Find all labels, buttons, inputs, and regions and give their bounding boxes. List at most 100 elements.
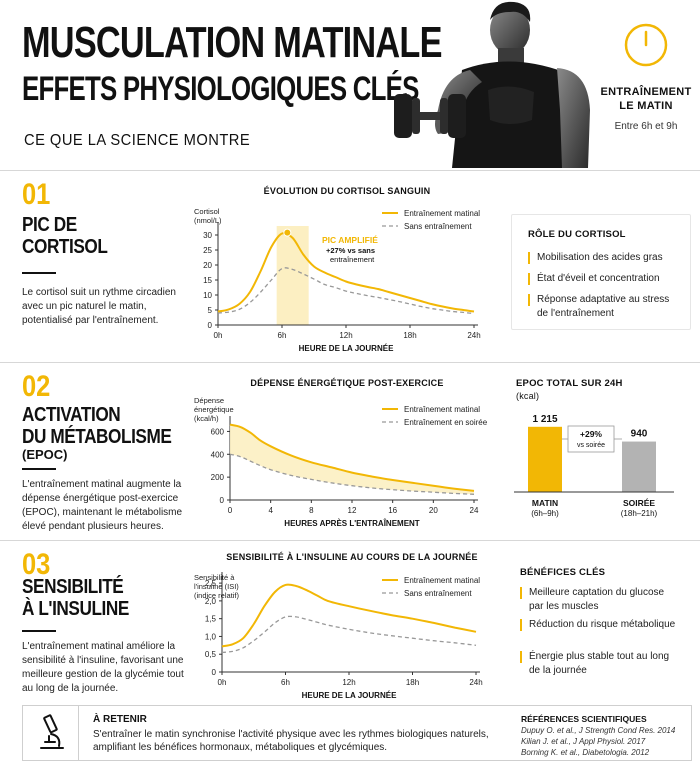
y-tick-label: 15	[203, 276, 212, 285]
section-title: PIC DE CORTISOL	[22, 214, 108, 258]
y-tick-label: 10	[203, 291, 212, 300]
energy-expenditure-area-chart: 0 200 400 600 0 4 8 12 16 20 24 HEURES APRÈS L'ENTR…	[194, 396, 488, 528]
peak-highlight-band	[276, 226, 309, 325]
comparison-text: vs soirée	[577, 442, 605, 449]
x-tick-label: 24h	[467, 331, 480, 340]
x-tick-label: 12	[348, 506, 357, 515]
chart-title: ÉVOLUTION DU CORTISOL SANGUIN	[263, 186, 431, 196]
section-rule	[22, 272, 56, 274]
section-title: ACTIVATION DU MÉTABOLISME	[22, 404, 172, 448]
x-tick-label: 0	[228, 506, 233, 515]
main-title-line1: MUSCULATION MATINALE	[22, 18, 442, 67]
divider	[0, 540, 700, 541]
legend-label: Entraînement matinal	[404, 209, 480, 218]
x-tick-label: 24	[470, 506, 479, 515]
section-description: L'entraînement matinal améliore la sensi…	[22, 641, 184, 694]
benefit-item: Meilleure captation du glucose par les m…	[520, 586, 680, 614]
x-tick-label: 8	[309, 506, 314, 515]
y-tick-label: 2,5	[205, 579, 217, 588]
x-axis-label: HEURES APRÈS L'ENTRAÎNEMENT	[284, 519, 420, 528]
subtitle: CE QUE LA SCIENCE MONTRE	[24, 132, 251, 149]
x-tick-label: 4	[268, 506, 273, 515]
epoc-total-bar-chart: 1 215 MATIN(6h–9h) 940 SOIRÉE(18h–21h) +29% v…	[514, 414, 674, 518]
legend-label: Sans entraînement	[404, 222, 472, 231]
y-axis-label: l'insuline (ISI)	[194, 582, 239, 591]
annotation-text: entraînement	[330, 255, 375, 264]
x-tick-label: 12h	[339, 331, 352, 340]
y-tick-label: 0	[212, 668, 217, 677]
takeaway-title: À RETENIR	[93, 714, 147, 725]
microscope-icon	[40, 714, 64, 749]
y-tick-label: 0,5	[205, 650, 217, 659]
role-item: Réponse adaptative au stress de l'entraî…	[528, 293, 678, 321]
section-rule	[22, 630, 56, 632]
cortisol-role-box	[511, 214, 691, 330]
reference-item: Dupuy O. et al., J Strength Cond Res. 20…	[521, 726, 676, 735]
y-axis-label: énergétique	[194, 405, 234, 414]
bar-value-label: 940	[631, 429, 648, 440]
bar-evening	[622, 441, 656, 492]
bar-category-label: MATIN	[532, 498, 558, 508]
clock-icon	[624, 23, 668, 67]
divider	[0, 170, 700, 171]
section-number: 03	[22, 548, 51, 581]
y-tick-label: 30	[203, 231, 212, 240]
x-tick-label: 6h	[281, 678, 290, 687]
series-line-evening	[229, 453, 475, 495]
y-axis-label: Cortisol	[194, 207, 220, 216]
benefit-item: Réduction du risque métabolique	[520, 618, 680, 632]
series-line-morning	[217, 232, 475, 313]
references-title: RÉFÉRENCES SCIENTIFIQUES	[521, 714, 647, 724]
role-item: Mobilisation des acides gras	[528, 251, 678, 265]
legend-label: Entraînement matinal	[404, 405, 480, 414]
epoc-total-title: EPOC TOTAL SUR 24H	[516, 378, 623, 389]
x-tick-label: 0h	[214, 331, 223, 340]
series-line-morning	[221, 583, 477, 648]
reference-item: Borning K. et al., Diabetologia. 2012	[521, 748, 650, 757]
section-number: 02	[22, 370, 51, 403]
annotation-text: +27% vs sans	[326, 246, 375, 255]
series-line-morning	[229, 423, 475, 492]
y-tick-label: 2,0	[205, 597, 217, 606]
x-tick-label: 20	[429, 506, 438, 515]
y-axis-label: (indice relatif)	[194, 591, 240, 600]
chart-title: DÉPENSE ÉNERGÉTIQUE POST-EXERCICE	[250, 378, 444, 388]
cortisol-line-chart: 0 5 10 15 20 25 30 0h 6h 12h 18h 24h HEURE DE LA JOU…	[194, 207, 481, 353]
y-axis-label: Dépense	[194, 396, 224, 405]
section-title: SENSIBILITÉ À L'INSULINE	[22, 576, 129, 620]
key-takeaway-box: À RETENIR S'entraîner le matin synchroni…	[22, 705, 692, 761]
peak-marker	[283, 228, 292, 237]
y-axis-label: Sensibilité à	[194, 573, 235, 582]
x-tick-label: 24h	[469, 678, 482, 687]
y-tick-label: 25	[203, 246, 212, 255]
section-rule	[22, 468, 56, 470]
takeaway-text: S'entraîner le matin synchronise l'activ…	[93, 729, 489, 753]
role-title: RÔLE DU CORTISOL	[528, 229, 626, 240]
x-tick-label: 18h	[406, 678, 419, 687]
section-number: 01	[22, 178, 51, 211]
x-axis-label: HEURE DE LA JOURNÉE	[302, 691, 397, 698]
legend-label: Entraînement matinal	[404, 576, 480, 585]
bar-category-sub: (18h–21h)	[621, 509, 658, 518]
x-tick-label: 18h	[403, 331, 416, 340]
athlete-dumbbell-illustration	[394, 1, 590, 168]
badge-label: ENTRAÎNEMENT LE MATIN	[600, 86, 692, 112]
section-title-suffix: (EPOC)	[22, 447, 68, 462]
x-axis-label: HEURE DE LA JOURNÉE	[299, 344, 394, 353]
series-line-baseline	[221, 615, 477, 654]
y-tick-label: 0	[220, 496, 225, 505]
benefit-item: Énergie plus stable tout au long de la j…	[520, 650, 680, 678]
bar-category-label: SOIRÉE	[623, 498, 655, 508]
bar-value-label: 1 215	[532, 414, 557, 425]
role-item: État d'éveil et concentration	[528, 272, 678, 286]
main-title-line2: EFFETS PHYSIOLOGIQUES CLÉS	[22, 70, 419, 108]
area-between-series	[230, 424, 474, 495]
y-tick-label: 1,5	[205, 615, 217, 624]
insulin-sensitivity-line-chart: 0 0,5 1,0 1,5 2,0 2,5 0h 6h 12h 18h 24h HEURE DE LA…	[194, 572, 483, 698]
benefits-title: BÉNÉFICES CLÉS	[520, 567, 606, 578]
icon-cell	[23, 706, 79, 760]
bar-morning	[528, 426, 562, 492]
reference-item: Kilian J. et al., J Appl Physiol. 2017	[521, 737, 646, 746]
y-tick-label: 400	[211, 450, 225, 459]
legend-label: Sans entraînement	[404, 589, 472, 598]
